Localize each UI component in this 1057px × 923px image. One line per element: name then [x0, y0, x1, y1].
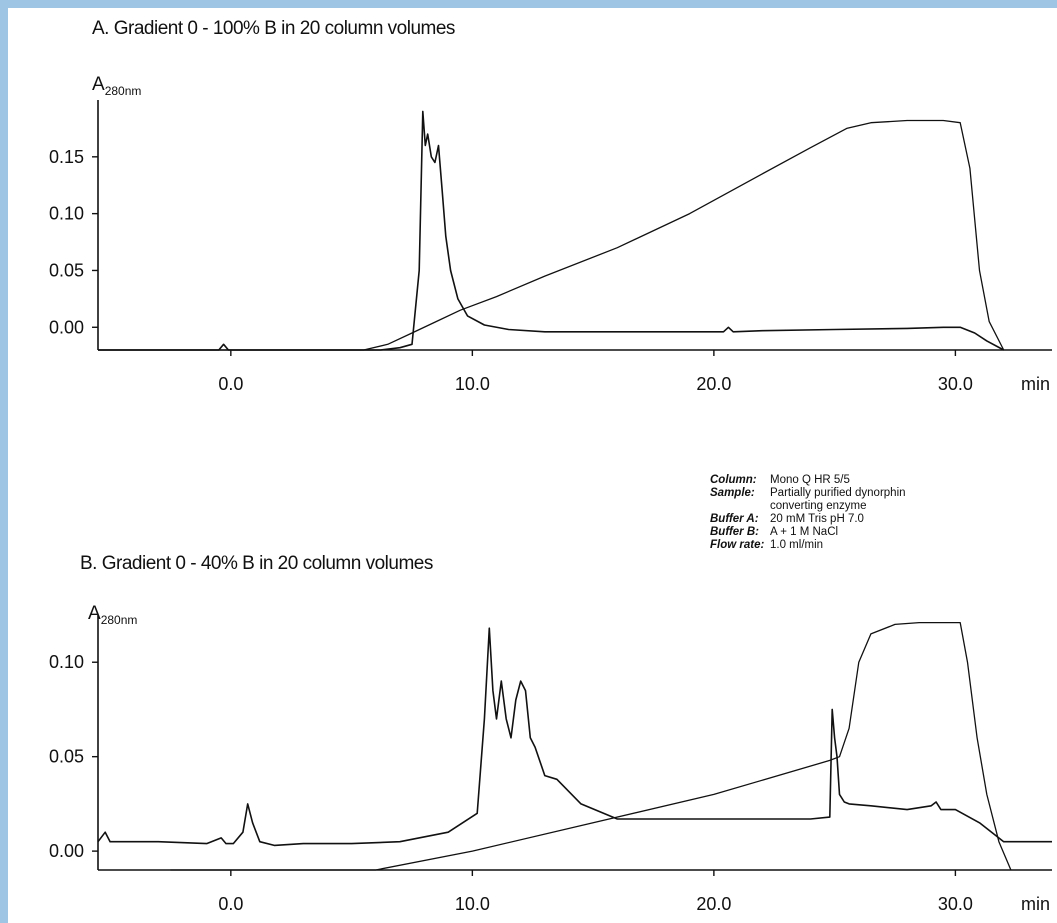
- condition-value: 20 mM Tris pH 7.0: [770, 513, 864, 525]
- chart-b-ytick-label: 0.00: [49, 841, 84, 861]
- condition-row: Buffer A: 20 mM Tris pH 7.0: [710, 513, 920, 526]
- condition-key: Flow rate:: [710, 539, 765, 551]
- condition-value: Mono Q HR 5/5: [770, 474, 850, 486]
- condition-key: Buffer A:: [710, 513, 759, 525]
- chart-b-series-2-line: [170, 621, 1012, 871]
- chart-b-title: B. Gradient 0 - 40% B in 20 column volum…: [80, 553, 433, 574]
- chart-b-series-1-line: [97, 627, 1052, 847]
- condition-row: Sample: Partially purified dynorphin conv…: [710, 487, 920, 513]
- condition-value: A + 1 M NaCl: [770, 526, 839, 538]
- condition-key: Column:: [710, 474, 757, 486]
- condition-row: Buffer B: A + 1 M NaCl: [710, 526, 920, 539]
- chart-b-xtick-label: 30.0: [938, 894, 973, 914]
- chart-b-xtick-label: 10.0: [455, 894, 490, 914]
- condition-row: Flow rate: 1.0 ml/min: [710, 539, 920, 552]
- condition-value: Partially purified dynorphin converting …: [770, 487, 906, 512]
- condition-row: Column: Mono Q HR 5/5: [710, 474, 920, 487]
- chart-a-ylabel: A280nm: [92, 74, 142, 98]
- chart-a-title: A. Gradient 0 - 100% B in 20 column volu…: [92, 18, 455, 39]
- chart-b-xlabel: min: [1021, 894, 1050, 914]
- chart-a-series-2-line: [98, 119, 1005, 351]
- chart-a-ytick-label: 0.05: [49, 260, 84, 280]
- chart-a-xtick-label: 0.0: [218, 374, 243, 394]
- condition-key: Sample:: [710, 487, 755, 499]
- chart-a-ytick-label: 0.15: [49, 147, 84, 167]
- frame-border-left: [0, 0, 8, 923]
- chart-a-xtick-label: 30.0: [938, 374, 973, 394]
- chart-a-ytick-label: 0.00: [49, 317, 84, 337]
- condition-key: Buffer B:: [710, 526, 759, 538]
- chart-b-xtick-label: 0.0: [218, 894, 243, 914]
- conditions-box: Column: Mono Q HR 5/5 Sample: Partially pu…: [710, 474, 920, 552]
- chart-a-xtick-label: 10.0: [455, 374, 490, 394]
- chart-a-series-1-line: [98, 110, 1005, 351]
- frame-border-top: [0, 0, 1057, 8]
- chart-b-xtick-label: 20.0: [696, 894, 731, 914]
- condition-value: 1.0 ml/min: [770, 539, 824, 551]
- chart-b-ytick-label: 0.10: [49, 652, 84, 672]
- chart-a-xlabel: min: [1021, 374, 1050, 394]
- chart-a-xtick-label: 20.0: [696, 374, 731, 394]
- chart-b-ytick-label: 0.05: [49, 747, 84, 767]
- chart-a-ytick-label: 0.10: [49, 204, 84, 224]
